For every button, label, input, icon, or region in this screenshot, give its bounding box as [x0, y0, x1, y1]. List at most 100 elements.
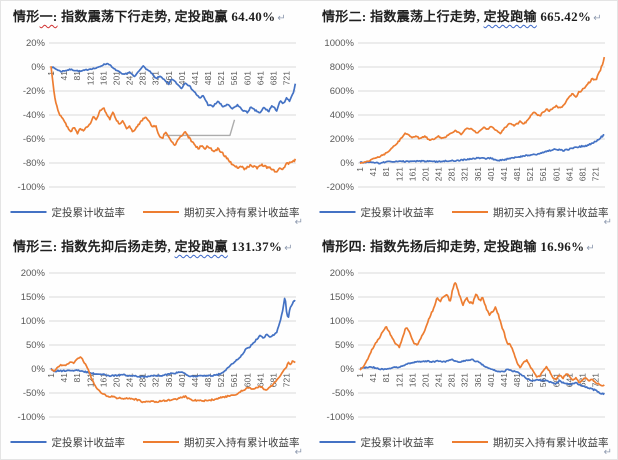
x-tick-label: 641 — [255, 71, 265, 85]
x-tick-label: 401 — [177, 71, 187, 85]
x-tick-label: 721 — [591, 167, 601, 181]
chart-host-scenario-1: 20% 0% -20% -40% -60% -80% -100% 1 41 81 121 161 201… — [5, 29, 305, 227]
x-tick-label: 641 — [564, 373, 574, 387]
y-tick-label: 200% — [330, 134, 355, 145]
x-tick-label: 561 — [538, 167, 548, 181]
x-tick-label: 361 — [164, 373, 174, 387]
y-tick-label: -50% — [23, 388, 46, 399]
x-tick-label: 441 — [499, 373, 509, 387]
chart-title-scenario-2: 情形二: 指数震荡上行走势, 定投跑输 665.42% ↵ — [310, 1, 617, 27]
x-tick-label: 281 — [138, 71, 148, 85]
gridlines — [49, 42, 296, 188]
x-tick-label: 1 — [46, 373, 56, 378]
x-tick-label: 161 — [98, 71, 108, 85]
y-tick-label: 100% — [21, 316, 46, 327]
chart-panel-scenario-1: 情形一: 指数震荡下行走势, 定投跑赢 64.40% ↵ 20% 0% -20% -40… — [1, 1, 310, 231]
x-tick-label: 521 — [216, 71, 226, 85]
x-tick-label: 641 — [564, 167, 574, 181]
chart-title-scenario-4: 情形四: 指数先扬后抑走势, 定投跑输 16.96% ↵ — [310, 231, 617, 257]
x-tick-label: 681 — [577, 167, 587, 181]
legend-label: 期初买入持有累计收益率 — [184, 436, 300, 449]
x-tick-label: 161 — [407, 167, 417, 181]
chart-title-scenario-1: 情形一: 指数震荡下行走势, 定投跑赢 64.40% ↵ — [1, 1, 310, 27]
y-axis-labels: 20% 0% -20% -40% -60% -80% -100% — [18, 38, 46, 193]
y-tick-label: 0% — [31, 62, 45, 73]
legend-item-dca: 定投累计收益率 — [10, 206, 126, 219]
x-tick-label: 201 — [420, 167, 430, 181]
chart-host-scenario-2: 1000% 800% 600% 400% 200% 0% -200% 1 41 81 121 161 2… — [314, 29, 614, 227]
x-tick-label: 561 — [229, 71, 239, 85]
title-segment: 情形三: 指数先抑后扬走势, — [13, 239, 175, 254]
y-tick-label: -60% — [23, 134, 46, 145]
x-tick-label: 401 — [486, 167, 496, 181]
x-tick-label: 481 — [203, 373, 213, 387]
series-dca-line — [50, 297, 296, 379]
x-tick-label: 241 — [125, 373, 135, 387]
chart-host-scenario-3: 200% 150% 100% 50% 0% -50% -100% 1 41 81 121 161 201… — [5, 259, 305, 457]
y-tick-label: -50% — [332, 388, 355, 399]
x-tick-label: 681 — [268, 71, 278, 85]
x-tick-label: 161 — [407, 373, 417, 387]
x-tick-label: 201 — [111, 373, 121, 387]
legend-item-buyhold: 期初买入持有累计收益率 — [143, 206, 300, 219]
series-dca-line — [359, 133, 605, 165]
chart-title-scenario-3: 情形三: 指数先抑后扬走势, 定投跑赢 131.37% ↵ — [1, 231, 310, 257]
title-segment: 一: — [39, 9, 58, 24]
series-buyhold-line — [359, 56, 606, 165]
legend-item-buyhold: 期初买入持有累计收益率 — [143, 436, 300, 449]
x-tick-label: 41 — [59, 373, 69, 383]
x-tick-label: 81 — [381, 373, 391, 383]
x-tick-label: 721 — [591, 373, 601, 387]
x-tick-label: 401 — [177, 373, 187, 387]
x-tick-label: 321 — [460, 167, 470, 181]
paragraph-mark: ↵ — [277, 13, 287, 24]
legend-label: 定投累计收益率 — [52, 436, 126, 449]
chart-panel-scenario-2: 情形二: 指数震荡上行走势, 定投跑输 665.42% ↵ 1000% 800% 60… — [310, 1, 617, 231]
x-tick-label: 41 — [59, 71, 69, 81]
x-tick-label: 121 — [394, 167, 404, 181]
paragraph-mark: ↵ — [294, 447, 303, 458]
x-tick-label: 361 — [473, 373, 483, 387]
y-tick-label: -100% — [327, 412, 355, 423]
gridlines — [49, 272, 296, 418]
legend-label: 定投累计收益率 — [52, 206, 126, 219]
x-tick-label: 241 — [434, 373, 444, 387]
annotation-callout — [165, 119, 236, 137]
legend-label: 期初买入持有累计收益率 — [184, 206, 300, 219]
x-tick-label: 441 — [190, 71, 200, 85]
legend-label: 期初买入持有累计收益率 — [493, 206, 609, 219]
x-tick-label: 441 — [190, 373, 200, 387]
x-tick-label: 81 — [72, 373, 82, 383]
chart-panel-scenario-3: 情形三: 指数先抑后扬走势, 定投跑赢 131.37% ↵ 200% 150% 100… — [1, 231, 310, 459]
x-tick-label: 281 — [447, 167, 457, 181]
x-tick-label: 41 — [368, 167, 378, 177]
x-tick-label: 41 — [368, 373, 378, 383]
series-buyhold-line — [359, 282, 605, 387]
line-chart: 200% 150% 100% 50% 0% -50% -100% 1 41 81 121 161 201… — [319, 268, 609, 449]
x-tick-label: 601 — [242, 71, 252, 85]
y-axis-labels: 200% 150% 100% 50% 0% -50% -100% — [327, 268, 355, 423]
x-tick-label: 281 — [447, 373, 457, 387]
x-tick-label: 601 — [242, 373, 252, 387]
x-tick-label: 441 — [499, 167, 509, 181]
y-tick-label: 1000% — [324, 38, 354, 49]
x-tick-label: 81 — [72, 71, 82, 81]
x-tick-label: 361 — [164, 71, 174, 85]
line-chart: 20%0%-20%-40%-60%-80%-100%1 41 81 121 161 201… — [10, 38, 300, 219]
legend-item-buyhold: 期初买入持有累计收益率 — [452, 206, 609, 219]
chart-host-scenario-4: 200% 150% 100% 50% 0% -50% -100% 1 41 81 121 161 201… — [314, 259, 614, 457]
y-tick-label: 0% — [31, 364, 45, 375]
paragraph-mark: ↵ — [603, 217, 612, 228]
legend-item-buyhold: 期初买入持有累计收益率 — [452, 436, 609, 449]
paragraph-mark: ↵ — [593, 13, 602, 24]
x-tick-label: 721 — [282, 373, 292, 387]
y-tick-label: 20% — [26, 38, 46, 49]
y-tick-label: 200% — [330, 268, 355, 279]
y-tick-label: 0% — [340, 364, 354, 375]
legend: 定投累计收益率 期初买入持有累计收益率 — [10, 206, 300, 219]
title-segment: 指数震荡下行走势, 定投跑赢 64.40% — [57, 9, 276, 24]
x-tick-label: 361 — [473, 167, 483, 181]
x-tick-label: 1 — [355, 373, 365, 378]
title-segment: 情形 — [13, 9, 40, 24]
